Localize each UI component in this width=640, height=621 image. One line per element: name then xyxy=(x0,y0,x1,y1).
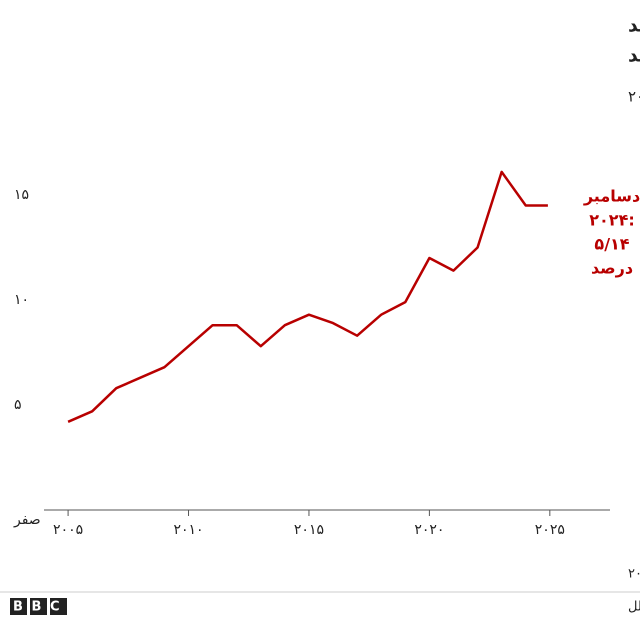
x-tick-label: ۲۰۰۵ xyxy=(53,522,83,538)
x-tick-label: ۲۰۲۰ xyxy=(414,522,444,538)
y-tick-label: ۱۰ xyxy=(14,292,29,308)
annotation: درصد xyxy=(591,259,633,278)
logo-box xyxy=(10,598,27,615)
y-tick-label: ۵ xyxy=(14,397,22,413)
annotation: :۲۰۲۴ xyxy=(589,211,634,230)
data-line xyxy=(67,170,548,423)
logo-box xyxy=(50,598,67,615)
x-tick-label: ۲۰۱۰ xyxy=(173,522,203,538)
annotation: ۵/۱۴ xyxy=(594,235,629,254)
note: تنها شامل رهبران زن در قدرت، در اول ژانو… xyxy=(628,567,640,582)
x-tick-label: ۲۰۲۵ xyxy=(535,522,565,538)
y-tick-label: ۱۵ xyxy=(14,187,29,203)
y-tick-label: صفر xyxy=(13,512,41,528)
chart-title: کشورها را زنان رهبری کنند xyxy=(628,45,640,67)
logo: BBC xyxy=(13,600,68,615)
chart-title: با سرعت کنونی، نسل ها طول می کشد تا ۵۰ د… xyxy=(628,15,640,37)
x-tick-label: ۲۰۱۵ xyxy=(294,522,324,538)
chart-subtitle: درصد کشورهایی که رئیس دولت آنها زن است، … xyxy=(628,88,640,106)
source: منبع: نهاد زنان سازمان ملل xyxy=(628,600,640,615)
annotation: دسامبر xyxy=(583,187,640,206)
logo-box xyxy=(30,598,47,615)
